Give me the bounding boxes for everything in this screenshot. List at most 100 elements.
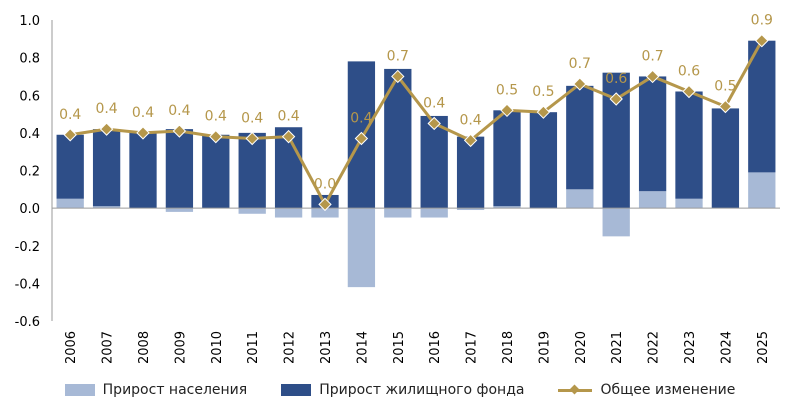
y-tick-label: 0.0 [19, 202, 40, 217]
x-tick-label: 2022 [647, 331, 662, 364]
legend: Прирост населения Прирост жилищного фонд… [0, 376, 800, 404]
chart: 1.0 0.8 0.6 0.4 0.2 0.0 -0.2 -0.4 -0.6 0.4 0.4 0.4 0… [15, 13, 780, 364]
bar-population [56, 198, 84, 209]
total-marker [755, 33, 769, 48]
legend-label-total: Общее изменение [600, 382, 736, 398]
bar-housing [238, 132, 266, 209]
legend-item-housing: Прирост жилищного фонда [281, 382, 524, 398]
total-marker [391, 69, 405, 84]
bar-population [675, 198, 703, 209]
y-tick-label: 1.0 [19, 14, 40, 29]
y-tick-label: 0.6 [19, 89, 40, 104]
total-line [69, 39, 764, 206]
total-data-label: 0.9 [751, 13, 773, 29]
total-data-label: 0.7 [387, 48, 409, 64]
x-tick-label: 2018 [501, 331, 516, 364]
total-data-label: 0.5 [496, 82, 518, 98]
x-tick-label: 2006 [64, 331, 79, 364]
total-data-label: 0.5 [532, 84, 554, 100]
total-data-label: 0.4 [423, 95, 445, 111]
total-marker [463, 133, 478, 148]
x-tick-label: 2025 [756, 331, 771, 364]
bar-population [347, 208, 376, 288]
legend-item-total: Общее изменение [558, 382, 735, 398]
bar-housing [165, 129, 194, 209]
bar-housing [711, 108, 740, 209]
total-marker [63, 128, 77, 142]
total-data-label: 0.7 [569, 56, 591, 72]
total-data-label: 0.4 [59, 107, 81, 123]
total-marker [427, 116, 441, 131]
x-tick-label: 2020 [574, 331, 589, 364]
legend-label-housing: Прирост жилищного фонда [319, 382, 525, 398]
legend-label-population: Прирост населения [102, 382, 248, 398]
legend-swatch-total [558, 384, 593, 396]
bar-housing [675, 91, 703, 199]
total-marker [573, 77, 587, 91]
legend-swatch-population [64, 384, 95, 396]
total-marker [682, 84, 696, 99]
x-tick-label: 2008 [137, 331, 152, 364]
x-tick-label: 2009 [173, 331, 188, 364]
total-marker [281, 129, 296, 144]
bar-housing [493, 110, 521, 207]
total-data-label: 0.4 [168, 103, 190, 119]
bar-population [493, 206, 521, 209]
total-marker [318, 197, 332, 212]
total-marker [354, 131, 369, 146]
total-data-label: 0.6 [678, 63, 700, 79]
total-marker [536, 105, 551, 119]
x-tick-label: 2016 [428, 331, 443, 364]
bar-housing [748, 40, 776, 173]
legend-swatch-housing [281, 384, 312, 396]
bar-population [638, 191, 667, 209]
total-data-label: 0.4 [95, 101, 117, 117]
total-data-label: 0.5 [714, 79, 736, 95]
total-data-label: 0.4 [241, 111, 263, 127]
y-tick-label: -0.2 [15, 240, 40, 255]
bar-housing [638, 76, 667, 192]
total-data-label: 0.7 [641, 48, 663, 64]
x-tick-label: 2019 [537, 331, 552, 364]
total-data-label: 0.4 [132, 105, 154, 121]
total-data-label: 0.0 [314, 176, 336, 192]
total-marker [136, 126, 150, 140]
y-tick-label: 0.2 [19, 165, 40, 180]
total-marker [645, 69, 660, 84]
bar-population [384, 208, 412, 218]
total-marker [209, 129, 223, 144]
total-data-label: 0.4 [205, 109, 227, 125]
total-marker [99, 122, 114, 136]
x-tick-label: 2011 [246, 331, 261, 364]
bar-population [748, 172, 776, 209]
bar-population [311, 208, 339, 218]
bar-population [274, 208, 303, 218]
total-data-label: 0.4 [459, 112, 481, 128]
y-tick-label: -0.4 [15, 277, 40, 292]
y-tick-label: 0.4 [19, 127, 40, 142]
bar-population [566, 189, 594, 209]
bar-population [456, 208, 485, 211]
bar-housing [56, 134, 84, 199]
bar-population [165, 208, 194, 212]
x-tick-label: 2015 [392, 331, 407, 364]
bar-housing [456, 136, 485, 209]
bar-housing [92, 129, 121, 207]
total-marker [172, 124, 187, 138]
bar-population [420, 208, 448, 218]
bar-housing [202, 134, 230, 209]
bar-housing [529, 112, 558, 209]
x-tick-label: 2007 [101, 331, 116, 364]
total-marker [245, 131, 259, 146]
x-tick-label: 2012 [283, 331, 298, 364]
bar-housing [420, 115, 448, 209]
x-tick-label: 2010 [210, 331, 225, 364]
legend-item-population: Прирост населения [64, 382, 248, 398]
total-marker [500, 103, 514, 118]
total-data-label: 0.4 [350, 111, 372, 127]
x-tick-label: 2013 [319, 331, 334, 364]
total-marker [718, 99, 733, 114]
x-tick-label: 2021 [610, 331, 625, 364]
total-data-label: 0.6 [605, 71, 627, 87]
total-marker [609, 92, 623, 106]
